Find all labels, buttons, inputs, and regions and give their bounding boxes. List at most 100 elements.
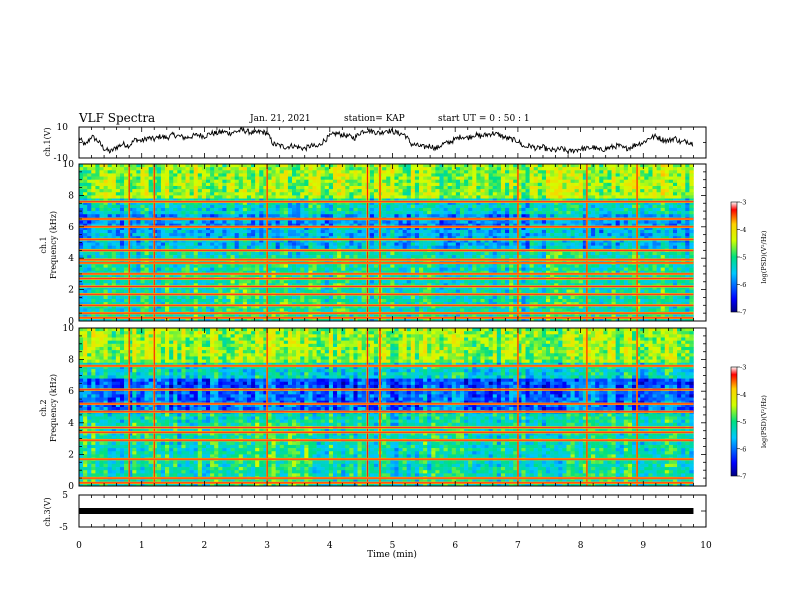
spectrogram-cell: [550, 204, 555, 209]
spectrogram-cell: [505, 214, 510, 218]
spectrogram-cell: [275, 211, 281, 215]
spectrogram-cell: [267, 226, 272, 231]
spectrogram-cell: [599, 255, 604, 259]
spectrogram-cell: [210, 226, 215, 231]
spectrogram-cell: [193, 173, 199, 177]
spectrogram-cell: [300, 189, 305, 193]
spectrogram-cell: [386, 182, 391, 187]
spectrogram-cell: [271, 198, 276, 202]
spectrogram-cell: [148, 220, 154, 224]
spectrogram-cell: [332, 198, 338, 202]
spectrogram-cell: [259, 255, 264, 259]
spectrogram-cell: [488, 201, 494, 206]
spectrogram-cell: [480, 220, 485, 224]
spectrogram-cell: [226, 245, 231, 250]
spectrogram-cell: [259, 242, 264, 246]
spectrogram-cell: [533, 255, 539, 259]
spectrogram-cell: [685, 176, 690, 180]
spectrogram-cell: [160, 207, 166, 212]
spectrogram-cell: [529, 192, 534, 196]
spectrogram-cell: [165, 251, 170, 256]
spectrogram-cell: [197, 220, 203, 224]
spectrogram-cell: [308, 173, 313, 177]
spectrogram-cell: [476, 245, 481, 250]
spectrogram-cell: [210, 195, 215, 199]
spectrogram-cell: [390, 220, 395, 224]
spectrogram-cell: [521, 195, 526, 199]
spectrogram-cell: [484, 173, 489, 177]
spectrogram-cell: [99, 236, 104, 240]
spectrogram-cell: [496, 185, 502, 190]
spectrogram-cell: [644, 176, 649, 180]
spectrogram-cell: [124, 226, 129, 231]
spectrogram-cell: [521, 167, 526, 171]
spectrogram-cell: [251, 223, 256, 228]
spectrogram-cell: [591, 236, 596, 240]
spectrogram-cell: [464, 255, 469, 259]
spectrogram-cell: [165, 192, 170, 196]
spectrogram-cell: [664, 170, 670, 174]
spectrogram-cell: [222, 245, 227, 250]
spectrogram-cell: [443, 170, 448, 174]
spectrogram-cell: [144, 220, 149, 224]
spectrogram-cell: [119, 195, 125, 199]
spectrogram-cell: [279, 220, 285, 224]
spectrogram-cell: [500, 182, 506, 187]
spectrogram-cell: [603, 214, 608, 218]
spectrogram-cell: [672, 204, 678, 209]
spectrogram-cell: [443, 211, 448, 215]
spectrogram-cell: [332, 179, 338, 184]
spectrogram-cell: [435, 236, 440, 240]
spectrogram-cell: [443, 233, 448, 237]
spectrogram-cell: [419, 164, 424, 168]
spectrogram-cell: [201, 255, 207, 259]
spectrogram-cell: [279, 255, 285, 259]
spectrogram-cell: [570, 173, 575, 177]
spectrogram-cell: [636, 223, 641, 228]
spectrogram-cell: [541, 229, 547, 234]
spectrogram-cell: [386, 223, 391, 228]
spectrogram-cell: [611, 220, 616, 224]
spectrogram-cell: [513, 214, 518, 218]
spectrogram-cell: [636, 236, 641, 240]
spectrogram-cell: [525, 239, 530, 243]
spectrogram-cell: [414, 207, 420, 212]
spectrogram-cell: [509, 233, 514, 237]
spectrogram-cell: [353, 207, 358, 212]
spectrogram-cell: [259, 204, 264, 209]
spectrogram-cell: [390, 264, 395, 268]
spectrogram-cell: [636, 201, 641, 206]
spectrogram-cell: [345, 176, 350, 180]
spectrogram-cell: [201, 201, 207, 206]
spectrogram-cell: [296, 214, 301, 218]
spectrogram-cell: [632, 239, 637, 243]
spectrogram-cell: [91, 220, 96, 224]
spectrogram-cell: [222, 167, 227, 171]
spectrogram-cell: [529, 173, 534, 177]
spectrogram-cell: [398, 255, 403, 259]
spectrogram-cell: [664, 251, 670, 256]
spectrogram-cell: [480, 192, 485, 196]
spectrogram-cell: [279, 195, 285, 199]
spectrogram-cell: [349, 226, 354, 231]
spectrogram-cell: [210, 198, 215, 202]
spectrogram-cell: [259, 176, 264, 180]
spectrogram-cell: [79, 192, 84, 196]
spectrogram-cell: [414, 189, 420, 193]
spectrogram-cell: [476, 176, 481, 180]
spectrogram-cell: [316, 220, 321, 224]
spectrogram-cell: [255, 201, 260, 206]
spectrogram-cell: [304, 182, 309, 187]
spectrogram-cell: [648, 189, 653, 193]
spectrogram-cell: [668, 226, 674, 231]
spectrogram-cell: [128, 204, 133, 209]
spectrogram-cell: [341, 242, 346, 246]
spectrogram-cell: [574, 201, 580, 206]
spectrogram-cell: [382, 245, 387, 250]
spectrogram-cell: [607, 189, 612, 193]
spectrogram-cell: [287, 233, 293, 237]
spectrogram-cell: [197, 179, 203, 184]
spectrogram-cell: [640, 207, 645, 212]
spectrogram-cell: [189, 189, 194, 193]
spectrogram-cell: [599, 239, 604, 243]
